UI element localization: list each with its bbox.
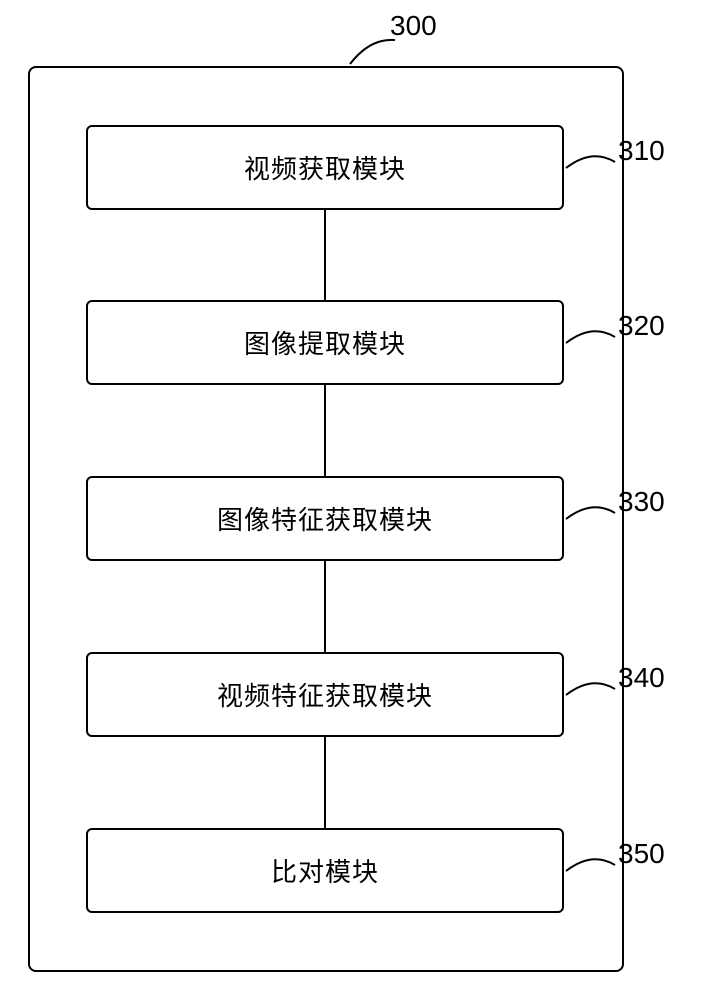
ref-330: 330	[618, 486, 665, 518]
connector	[324, 210, 326, 300]
module-label: 比对模块	[271, 852, 379, 889]
module-image-extract: 图像提取模块	[86, 300, 564, 385]
ref-310: 310	[618, 135, 665, 167]
connector	[324, 561, 326, 652]
module-compare: 比对模块	[86, 828, 564, 913]
connector	[324, 385, 326, 476]
module-image-feature: 图像特征获取模块	[86, 476, 564, 561]
module-label: 图像特征获取模块	[217, 500, 433, 537]
connector	[324, 737, 326, 828]
ref-320: 320	[618, 310, 665, 342]
module-video-acquire: 视频获取模块	[86, 125, 564, 210]
ref-340: 340	[618, 662, 665, 694]
ref-300: 300	[390, 10, 437, 42]
module-video-feature: 视频特征获取模块	[86, 652, 564, 737]
module-label: 视频特征获取模块	[217, 676, 433, 713]
module-label: 视频获取模块	[244, 149, 406, 186]
ref-350: 350	[618, 838, 665, 870]
module-label: 图像提取模块	[244, 324, 406, 361]
